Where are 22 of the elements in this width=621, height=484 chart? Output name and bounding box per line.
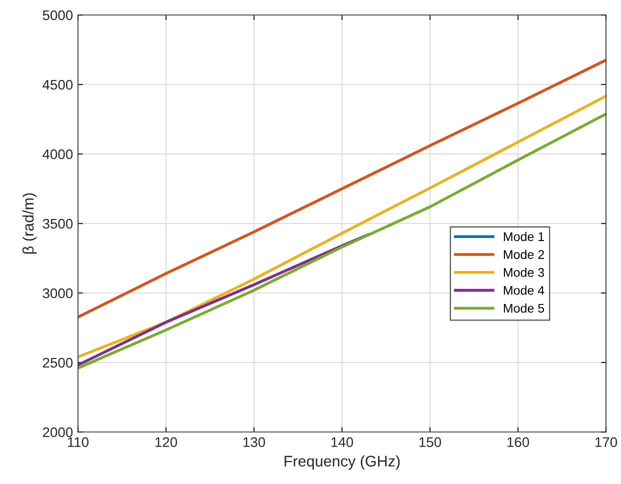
y-tick-label: 3000 <box>42 288 73 298</box>
y-tick-label: 4000 <box>42 149 73 160</box>
y-tick-label: 2000 <box>42 427 73 438</box>
x-tick-label: 170 <box>595 437 618 448</box>
line-series <box>78 58 606 318</box>
x-tick-label: 150 <box>419 437 442 448</box>
x-tick-label: 110 <box>68 437 89 448</box>
y-tick-label: 4500 <box>42 80 73 90</box>
legend-label: Mode 1 <box>504 232 544 242</box>
legend-label: Mode 2 <box>504 250 544 259</box>
legend-label: Mode 4 <box>504 286 544 295</box>
x-tick-label: 130 <box>243 437 266 448</box>
y-tick-label: 2500 <box>42 358 73 368</box>
y-tick-label: 5000 <box>42 10 73 20</box>
y-tick-label: 3500 <box>42 218 73 229</box>
legend-label: Mode 3 <box>504 268 544 277</box>
y-axis-title: β (rad/m) <box>22 193 37 254</box>
x-tick-label: 140 <box>331 437 354 448</box>
x-axis-title: Frequency (GHz) <box>284 455 400 470</box>
x-tick-label: 120 <box>155 437 178 448</box>
legend-label: Mode 5 <box>504 304 544 313</box>
x-tick-label: 160 <box>507 437 530 448</box>
